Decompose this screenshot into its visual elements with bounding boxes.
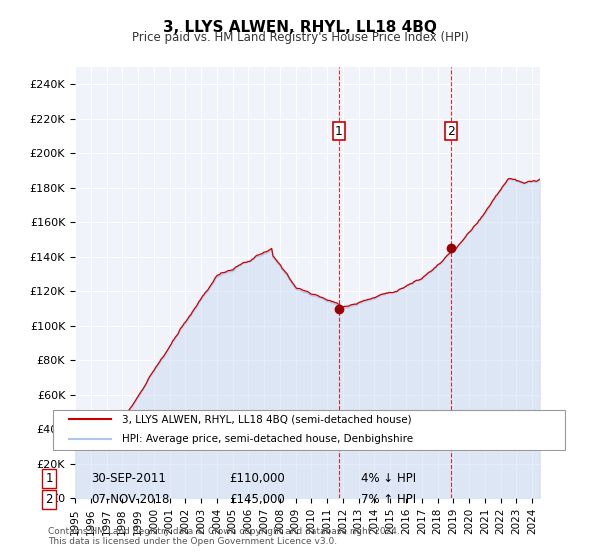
Text: 7% ↑ HPI: 7% ↑ HPI (361, 493, 416, 506)
Text: 2: 2 (447, 124, 455, 138)
FancyBboxPatch shape (53, 410, 565, 450)
Text: HPI: Average price, semi-detached house, Denbighshire: HPI: Average price, semi-detached house,… (122, 434, 413, 444)
Text: 07-NOV-2018: 07-NOV-2018 (91, 493, 170, 506)
Text: £110,000: £110,000 (229, 472, 285, 486)
Text: 3, LLYS ALWEN, RHYL, LL18 4BQ: 3, LLYS ALWEN, RHYL, LL18 4BQ (163, 20, 437, 35)
Text: Price paid vs. HM Land Registry's House Price Index (HPI): Price paid vs. HM Land Registry's House … (131, 31, 469, 44)
Text: 4% ↓ HPI: 4% ↓ HPI (361, 472, 416, 486)
Text: 2: 2 (46, 493, 53, 506)
Text: 1: 1 (46, 472, 53, 486)
Text: Contains HM Land Registry data © Crown copyright and database right 2024.
This d: Contains HM Land Registry data © Crown c… (48, 526, 400, 546)
Text: £145,000: £145,000 (229, 493, 285, 506)
Text: 1: 1 (335, 124, 343, 138)
Text: 3, LLYS ALWEN, RHYL, LL18 4BQ (semi-detached house): 3, LLYS ALWEN, RHYL, LL18 4BQ (semi-deta… (122, 414, 412, 424)
Text: 30-SEP-2011: 30-SEP-2011 (91, 472, 166, 486)
